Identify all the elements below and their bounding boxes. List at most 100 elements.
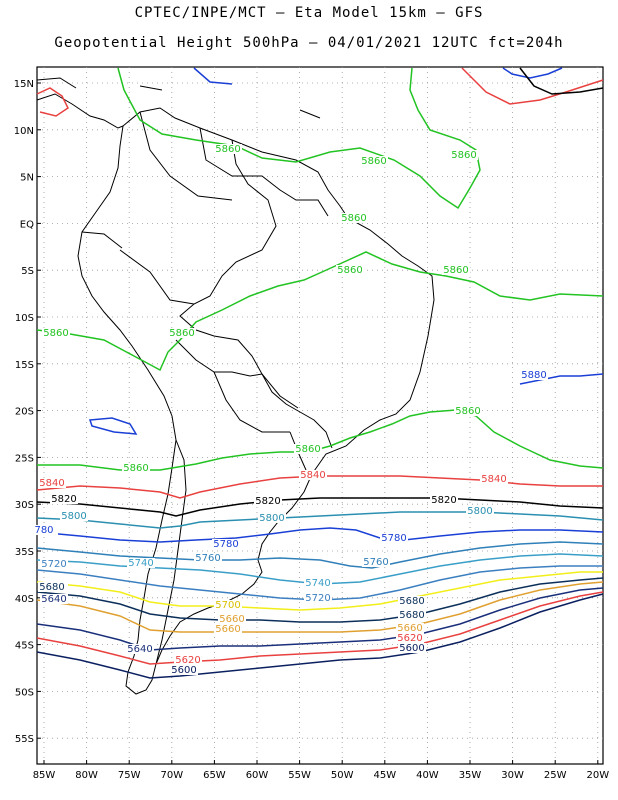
contour-label-bg xyxy=(304,578,332,588)
contour-label: 5860 xyxy=(215,144,240,155)
contour-5680 xyxy=(36,577,604,623)
contour-label: 5820 xyxy=(51,494,76,505)
contour-5660 xyxy=(36,581,604,633)
central-america-coastline xyxy=(36,93,124,129)
contour-label: 5680 xyxy=(39,582,64,593)
contour-label-bg xyxy=(126,644,154,654)
contour-label-bg xyxy=(304,593,332,603)
contour-label-bg xyxy=(396,623,424,633)
colombia-venezuela-borders xyxy=(139,111,329,217)
contour-label: 5860 xyxy=(169,328,194,339)
lat-label: 5S xyxy=(21,266,34,277)
contour-label: 5780 xyxy=(213,539,238,550)
contour-label-bg xyxy=(214,144,242,154)
contour-label: 5760 xyxy=(195,553,220,564)
lon-label: 20W xyxy=(586,770,609,781)
contour-label: 5880 xyxy=(521,370,546,381)
contour-label-bg xyxy=(398,643,426,653)
ecuador-border xyxy=(81,231,123,249)
contour-label: 5860 xyxy=(341,213,366,224)
contour-label: 5660 xyxy=(219,614,244,625)
contour-5860-north xyxy=(117,67,481,210)
contour-label-bg xyxy=(170,665,198,675)
contour-label-bg xyxy=(380,533,408,543)
lon-label: 45W xyxy=(373,770,396,781)
lon-label: 55W xyxy=(288,770,311,781)
contour-label-bg xyxy=(40,559,68,569)
contour-label: 5640 xyxy=(127,644,152,655)
contour-label: 780 xyxy=(34,525,53,536)
contour-label-bg xyxy=(360,156,388,166)
contour-5800 xyxy=(36,511,604,529)
contour-5860-amazon xyxy=(36,251,604,372)
contour-label-bg xyxy=(520,370,548,380)
lon-label: 75W xyxy=(118,770,141,781)
contour-label-bg xyxy=(174,655,202,665)
contour-label: 5600 xyxy=(399,643,424,654)
contour-label-bg xyxy=(214,624,242,634)
contour-label: 5600 xyxy=(171,665,196,676)
contour-label-bg xyxy=(50,494,78,504)
contour-label-bg xyxy=(480,474,508,484)
contour-label-bg xyxy=(362,557,390,567)
contour-label-bg xyxy=(30,525,58,535)
contour-label: 5800 xyxy=(61,511,86,522)
brazil-border xyxy=(179,139,333,449)
lat-label: 35S xyxy=(15,547,34,558)
contour-label-bg xyxy=(122,463,150,473)
contour-5780 xyxy=(36,527,604,543)
contour-label-bg xyxy=(258,513,286,523)
contour-label-bg xyxy=(60,511,88,521)
contour-label-bg xyxy=(430,495,458,505)
contour-value-labels: 5860 5860 5860 5860 5860 5860 5860 5860 5860 5860… xyxy=(30,144,548,676)
contour-label: 5800 xyxy=(259,513,284,524)
lon-label: 25W xyxy=(544,770,567,781)
peru-bolivia-border xyxy=(119,249,263,377)
map-title: CPTEC/INPE/MCT – Eta Model 15km – GFS xyxy=(134,5,484,21)
contour-label-bg xyxy=(340,213,368,223)
contour-label: 5620 xyxy=(175,655,200,666)
contour-label-bg xyxy=(168,328,196,338)
contour-5840-caribbean xyxy=(36,87,69,117)
contour-label: 5860 xyxy=(361,156,386,167)
contour-label: 5720 xyxy=(41,559,66,570)
contour-label: 5860 xyxy=(443,265,468,276)
lon-label: 35W xyxy=(459,770,482,781)
contour-label-bg xyxy=(38,478,66,488)
lat-label: 5N xyxy=(20,173,34,184)
lon-label: 30W xyxy=(501,770,524,781)
contour-label-bg xyxy=(450,150,478,160)
lat-label: EQ xyxy=(20,219,34,230)
contour-label-bg xyxy=(398,596,426,606)
caribbean-islands xyxy=(36,77,321,119)
latitude-labels: 15N 10N 5N EQ 5S 10S 15S 20S 25S 30S 35S 40S 45S 50S 5… xyxy=(14,79,41,745)
lon-label: 70W xyxy=(160,770,183,781)
contour-label: 5740 xyxy=(128,558,153,569)
lon-label: 40W xyxy=(416,770,439,781)
contour-label-bg xyxy=(396,633,424,643)
lat-label: 25S xyxy=(15,453,34,464)
contour-label-bg xyxy=(254,496,282,506)
contour-5820 xyxy=(36,67,604,517)
contour-label-bg xyxy=(194,553,222,563)
contour-label-bg xyxy=(398,610,426,620)
longitude-labels: 85W 80W 75W 70W 65W 60W 55W 50W 45W 40W 35W 30W 25W 2… xyxy=(33,760,609,781)
contour-label: 5640 xyxy=(41,594,66,605)
contour-5860-central xyxy=(37,409,604,471)
contour-label: 5620 xyxy=(397,633,422,644)
contour-label-bg xyxy=(218,614,246,624)
contour-label: 5660 xyxy=(397,623,422,634)
contour-label: 5860 xyxy=(123,463,148,474)
lon-label: 85W xyxy=(33,770,56,781)
lon-label: 50W xyxy=(331,770,354,781)
lon-label: 65W xyxy=(203,770,226,781)
contour-label: 5860 xyxy=(295,444,320,455)
contour-label-bg xyxy=(466,506,494,516)
contour-label: 5660 xyxy=(215,624,240,635)
contour-5620 xyxy=(36,591,604,665)
contour-label: 5860 xyxy=(451,150,476,161)
lon-label: 80W xyxy=(75,770,98,781)
contour-label: 5860 xyxy=(455,406,480,417)
lat-label: 30S xyxy=(15,500,34,511)
